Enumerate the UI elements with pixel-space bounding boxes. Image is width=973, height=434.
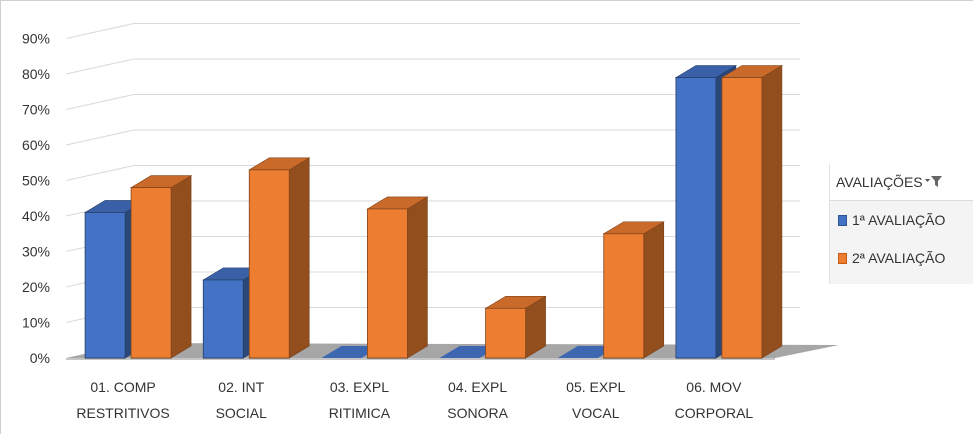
legend: AVALIAÇÕES 1ª AVALIAÇÃO 2ª AVALIAÇÃO xyxy=(829,164,973,284)
bar-series2-cat6 xyxy=(721,77,763,359)
bar-series1-cat4-flat xyxy=(439,346,500,358)
y-tick-label: 0% xyxy=(30,350,50,366)
y-tick-label: 90% xyxy=(22,31,50,47)
gridline xyxy=(65,58,800,75)
x-category-label: 05. EXPL xyxy=(566,379,625,395)
y-tick-label: 30% xyxy=(22,244,50,260)
y-tick-label: 40% xyxy=(22,208,50,224)
bar-series2-cat1 xyxy=(130,187,172,359)
bar-series2-cat2-side xyxy=(288,157,310,359)
bar-series1-cat5-flat xyxy=(557,346,618,358)
y-tick-label: 70% xyxy=(22,102,50,118)
bar-series2-cat3 xyxy=(367,208,408,359)
legend-item-series-2[interactable]: 2ª AVALIAÇÃO xyxy=(830,239,973,277)
y-tick-label: 20% xyxy=(22,279,50,295)
x-category-label: 04. EXPL xyxy=(448,379,507,395)
x-category-label: SOCIAL xyxy=(216,405,268,421)
bar-series1-cat2 xyxy=(202,279,244,359)
y-tick-label: 10% xyxy=(22,315,50,331)
legend-label-series-1: 1ª AVALIAÇÃO xyxy=(852,212,946,228)
legend-swatch-series-2 xyxy=(838,252,847,264)
bar-series2-cat2 xyxy=(248,169,290,359)
legend-header[interactable]: AVALIAÇÕES xyxy=(830,164,973,201)
bar-series2-cat3-side xyxy=(407,196,428,359)
bar-series2-cat6-side xyxy=(761,65,783,359)
gridline xyxy=(65,129,800,146)
bar-series2-cat5-side xyxy=(643,221,665,359)
x-category-label: RITIMICA xyxy=(329,405,391,421)
x-category-label: VOCAL xyxy=(572,405,620,421)
x-category-label: CORPORAL xyxy=(675,405,754,421)
legend-title: AVALIAÇÕES xyxy=(836,174,923,190)
bar-series2-cat1-side xyxy=(170,175,192,359)
x-category-label: 06. MOV xyxy=(686,379,742,395)
legend-swatch-series-1 xyxy=(838,214,847,226)
gridline xyxy=(65,165,800,181)
bar-series2-cat4 xyxy=(485,307,526,359)
y-tick-label: 60% xyxy=(22,137,50,153)
x-category-label: 01. COMP xyxy=(90,379,155,395)
y-tick-label: 50% xyxy=(22,173,50,189)
y-tick-label: 80% xyxy=(22,66,50,82)
legend-label-series-2: 2ª AVALIAÇÃO xyxy=(852,250,946,266)
bar-series1-cat6 xyxy=(675,77,717,359)
bar-series1-cat3-flat xyxy=(321,346,382,358)
x-category-label: 02. INT xyxy=(218,379,264,395)
gridline xyxy=(65,23,800,39)
legend-item-series-1[interactable]: 1ª AVALIAÇÃO xyxy=(830,201,973,239)
filter-dropdown-icon[interactable] xyxy=(924,176,943,188)
x-category-label: SONORA xyxy=(447,405,508,421)
bar-series2-cat5 xyxy=(603,233,645,359)
gridline xyxy=(65,94,800,110)
bar-series1-cat1 xyxy=(84,212,126,359)
x-category-label: 03. EXPL xyxy=(330,379,389,395)
x-category-label: RESTRITIVOS xyxy=(76,405,169,421)
